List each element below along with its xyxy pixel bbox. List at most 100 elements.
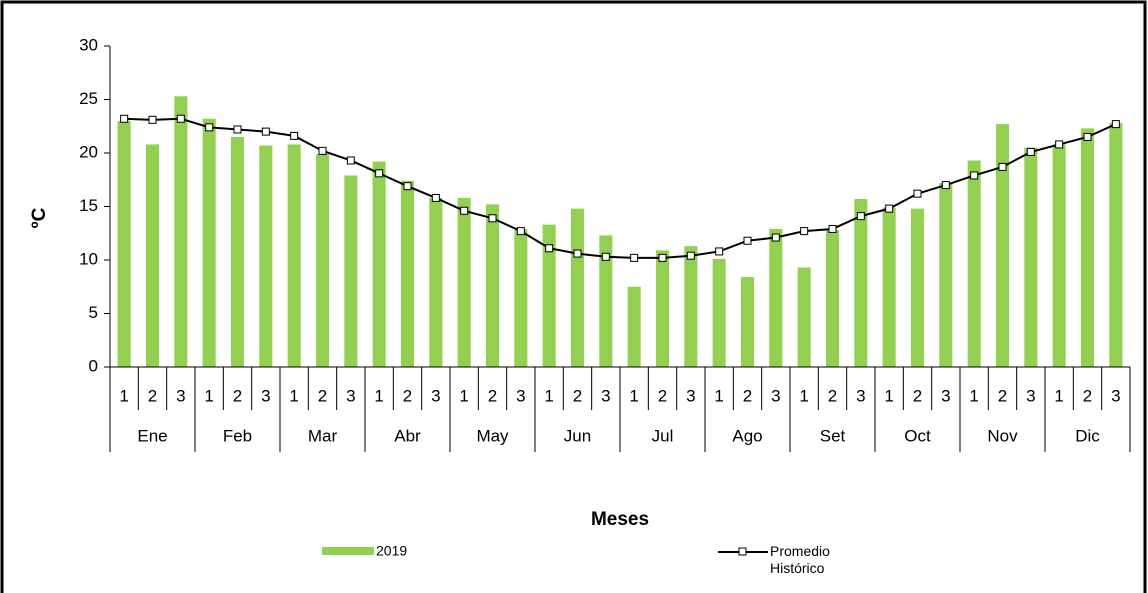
line-marker (516, 227, 525, 236)
y-tick-label: 25 (79, 89, 98, 108)
bar (797, 267, 811, 367)
x-tick-label: 2 (403, 386, 412, 405)
line-marker (941, 181, 950, 190)
x-group-label: Jul (652, 426, 674, 445)
line-marker (403, 182, 412, 191)
line-marker (205, 123, 214, 132)
legend-label: 2019 (376, 543, 407, 559)
y-tick-label: 15 (79, 196, 98, 215)
x-tick-label: 3 (431, 386, 440, 405)
x-tick-label: 3 (1111, 386, 1120, 405)
x-tick-label: 3 (516, 386, 525, 405)
bar (230, 136, 245, 367)
x-group-label: Dic (1075, 426, 1100, 445)
x-tick-label: 2 (913, 386, 922, 405)
line-marker (261, 127, 270, 136)
bar (882, 207, 896, 367)
y-tick-label: 10 (79, 249, 98, 268)
bar (202, 118, 216, 367)
bar (570, 208, 585, 367)
bar (939, 182, 953, 367)
bar (174, 96, 188, 367)
x-tick-label: 1 (204, 386, 213, 405)
bar (1052, 144, 1066, 367)
line-marker (290, 131, 299, 140)
x-group-label: Mar (308, 426, 338, 445)
line-marker (686, 251, 695, 260)
x-tick-label: 1 (119, 386, 128, 405)
line-marker (800, 227, 809, 236)
bar (854, 199, 868, 367)
legend-marker (738, 547, 747, 556)
bar (259, 145, 273, 367)
x-tick-label: 3 (941, 386, 950, 405)
bar (627, 286, 641, 367)
x-tick-label: 2 (488, 386, 497, 405)
y-tick-label: 20 (79, 142, 98, 161)
line-marker (573, 249, 582, 258)
bar (1080, 128, 1095, 367)
x-group-label: May (476, 426, 509, 445)
x-tick-label: 2 (998, 386, 1007, 405)
x-tick-label: 1 (884, 386, 893, 405)
x-tick-label: 3 (601, 386, 610, 405)
x-axis-title: Meses (591, 509, 649, 530)
x-tick-label: 3 (1026, 386, 1035, 405)
bar (825, 230, 840, 367)
bar (1024, 147, 1038, 367)
bar (344, 175, 358, 367)
bar (514, 228, 528, 367)
bar (655, 250, 670, 367)
bar (315, 154, 330, 367)
x-tick-label: 2 (318, 386, 327, 405)
line-marker (715, 247, 724, 256)
x-tick-label: 2 (743, 386, 752, 405)
line-marker (771, 233, 780, 242)
line-marker (658, 253, 667, 262)
line-marker (233, 125, 242, 134)
line-marker (346, 156, 355, 165)
line-marker (1083, 132, 1092, 141)
bar (769, 228, 783, 367)
y-tick-label: 30 (79, 35, 98, 54)
x-tick-label: 3 (686, 386, 695, 405)
bar (400, 180, 415, 367)
bar (1109, 123, 1123, 367)
x-tick-label: 1 (544, 386, 553, 405)
x-group-label: Jun (564, 426, 591, 445)
bar (485, 204, 500, 367)
x-tick-label: 3 (771, 386, 780, 405)
line-marker (120, 114, 129, 123)
bar (712, 258, 726, 367)
y-tick-label: 0 (89, 356, 98, 375)
bar (542, 224, 556, 367)
line-marker (630, 253, 639, 262)
x-tick-label: 3 (176, 386, 185, 405)
x-group-label: Feb (223, 426, 252, 445)
y-tick-label: 5 (89, 303, 98, 322)
x-tick-label: 2 (148, 386, 157, 405)
x-tick-label: 2 (233, 386, 242, 405)
line-marker (743, 236, 752, 245)
legend-label: Promedio Histórico (770, 543, 830, 576)
x-tick-label: 2 (1083, 386, 1092, 405)
line-marker (601, 252, 610, 261)
line-marker (828, 224, 837, 233)
line-marker (913, 189, 922, 198)
bar (967, 160, 981, 367)
line-marker (885, 204, 894, 213)
bar (910, 208, 925, 367)
bar (287, 144, 301, 367)
bar (457, 197, 471, 367)
bar (372, 161, 386, 367)
line-marker (431, 193, 440, 202)
bar (684, 246, 698, 367)
line-marker (970, 171, 979, 180)
x-tick-label: 1 (629, 386, 638, 405)
x-group-label: Abr (394, 426, 421, 445)
line-marker (460, 206, 469, 215)
bar (117, 120, 131, 368)
